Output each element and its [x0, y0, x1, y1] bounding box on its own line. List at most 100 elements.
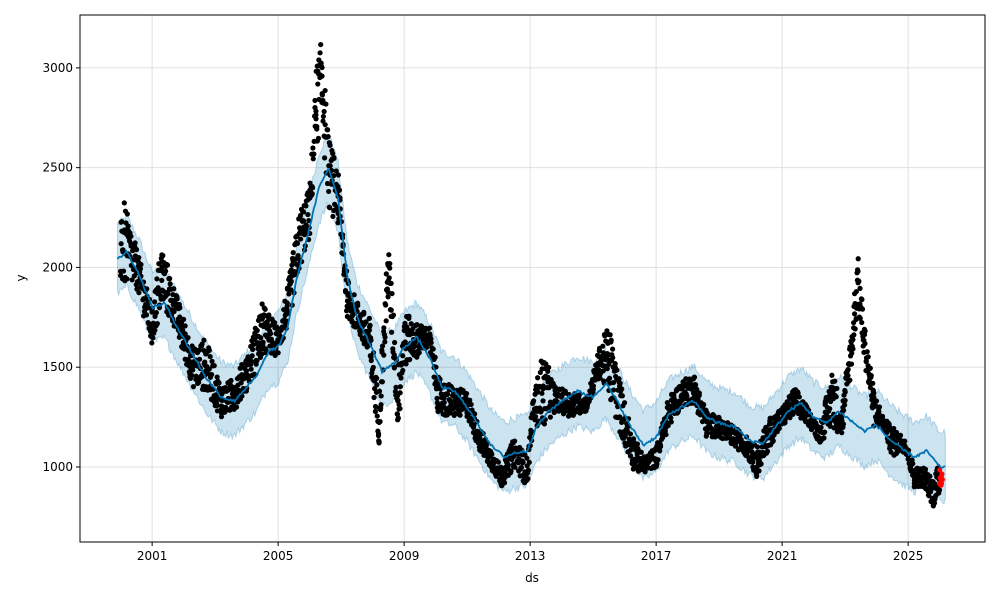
- observed-point: [905, 456, 911, 462]
- observed-point: [335, 172, 341, 178]
- observed-point: [182, 323, 188, 329]
- observed-point: [190, 367, 196, 373]
- observed-point: [770, 438, 776, 444]
- observed-point: [272, 320, 278, 326]
- observed-point: [120, 268, 127, 274]
- observed-point: [849, 350, 855, 356]
- observed-point: [426, 325, 433, 331]
- uncertainty-band: [116, 134, 946, 504]
- observed-point: [378, 393, 384, 399]
- observed-point: [336, 187, 343, 193]
- observed-point: [395, 415, 401, 421]
- observed-point: [167, 276, 173, 282]
- observed-point: [847, 377, 853, 383]
- observed-point: [931, 500, 938, 506]
- observed-point: [856, 278, 862, 284]
- observed-point: [317, 50, 323, 56]
- observed-point: [609, 346, 616, 352]
- observed-point: [313, 112, 319, 118]
- observed-point: [388, 329, 395, 335]
- observed-point: [535, 389, 541, 395]
- observed-point: [286, 291, 292, 297]
- observed-point: [163, 268, 169, 274]
- highlight-point: [939, 476, 945, 483]
- observed-point: [233, 404, 240, 410]
- observed-point: [576, 392, 582, 398]
- observed-point: [447, 410, 453, 416]
- y-tick-label: 1000: [42, 460, 73, 474]
- observed-point: [525, 476, 531, 482]
- observed-point: [873, 398, 880, 404]
- observed-point: [376, 438, 382, 444]
- observed-point: [254, 357, 260, 364]
- observed-point: [129, 277, 135, 283]
- observed-point: [606, 375, 613, 381]
- observed-point: [926, 493, 932, 499]
- observed-point: [868, 374, 874, 380]
- observed-point: [209, 358, 215, 364]
- observed-point: [318, 41, 324, 48]
- observed-point: [372, 403, 379, 410]
- observed-point: [539, 390, 545, 396]
- observed-point: [154, 276, 160, 282]
- observed-point: [668, 419, 674, 425]
- observed-point: [608, 337, 614, 343]
- observed-point: [259, 301, 265, 307]
- observed-point: [457, 412, 463, 418]
- observed-point: [518, 465, 525, 471]
- observed-point: [395, 397, 401, 403]
- observed-point: [386, 252, 392, 258]
- observed-point: [248, 366, 254, 372]
- observed-point: [590, 383, 597, 389]
- observed-point: [361, 311, 367, 317]
- observed-point: [850, 346, 856, 352]
- observed-point: [621, 400, 628, 406]
- observed-point: [383, 302, 389, 308]
- observed-point: [547, 399, 554, 405]
- observed-point: [171, 308, 177, 315]
- observed-point: [444, 391, 451, 397]
- observed-point: [165, 291, 171, 297]
- observed-point: [251, 371, 257, 377]
- observed-point: [540, 398, 546, 404]
- observed-point: [407, 356, 413, 363]
- observed-point: [665, 423, 671, 429]
- observed-point: [322, 122, 328, 128]
- observed-point: [355, 302, 361, 309]
- observed-point: [388, 307, 394, 313]
- observed-point: [657, 443, 664, 450]
- observed-point: [366, 315, 372, 321]
- observed-point: [692, 382, 699, 388]
- observed-point: [145, 305, 151, 311]
- observed-point: [701, 401, 707, 408]
- x-axis-label: ds: [525, 571, 539, 585]
- observed-point: [379, 343, 386, 349]
- observed-point: [634, 451, 640, 458]
- observed-point: [327, 205, 333, 211]
- observed-point: [535, 375, 541, 381]
- observed-point: [853, 288, 859, 295]
- observed-point: [389, 290, 395, 297]
- observed-point: [387, 261, 393, 267]
- observed-point: [441, 399, 447, 406]
- observed-point: [137, 266, 144, 272]
- observed-point: [138, 261, 144, 268]
- observed-point: [617, 380, 623, 386]
- observed-point: [512, 464, 518, 470]
- observed-point: [400, 353, 406, 359]
- observed-point: [374, 382, 380, 388]
- observed-point: [351, 292, 357, 298]
- observed-point: [545, 368, 551, 374]
- observed-point: [489, 451, 495, 457]
- observed-point: [622, 433, 628, 439]
- observed-point: [852, 326, 858, 332]
- observed-point: [936, 487, 943, 493]
- observed-point: [910, 461, 916, 467]
- observed-point: [321, 108, 327, 115]
- observed-point: [214, 402, 220, 409]
- observed-point: [428, 336, 434, 342]
- observed-point: [508, 468, 514, 474]
- observed-point: [614, 367, 620, 373]
- observed-point: [381, 352, 387, 358]
- observed-point: [160, 253, 166, 259]
